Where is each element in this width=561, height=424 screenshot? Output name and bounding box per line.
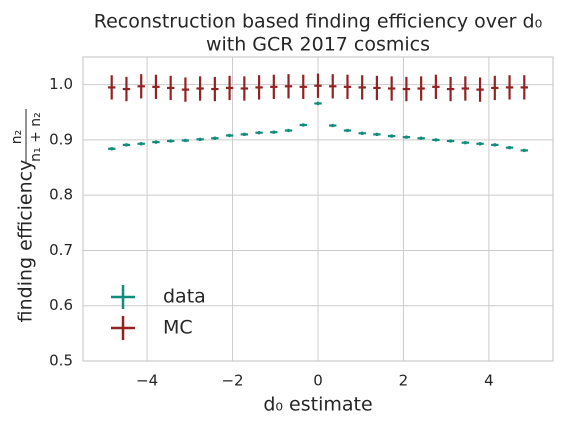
x-tick-label: −4 bbox=[136, 372, 158, 390]
x-tick-label: 0 bbox=[313, 372, 323, 390]
x-tick-label: −2 bbox=[221, 372, 243, 390]
y-label-numerator: n₂ bbox=[9, 130, 25, 145]
y-tick-label: 1.0 bbox=[49, 75, 73, 93]
x-tick-label: 2 bbox=[399, 372, 409, 390]
plot-frame bbox=[82, 56, 554, 362]
x-axis-label: d₀ estimate bbox=[263, 394, 372, 416]
chart-title: Reconstruction based finding efficiency … bbox=[94, 11, 542, 33]
y-label-denominator: n₁ + n₂ bbox=[28, 112, 44, 162]
y-tick-label: 0.5 bbox=[49, 352, 73, 370]
legend-label: data bbox=[163, 286, 206, 308]
chart-title: with GCR 2017 cosmics bbox=[206, 34, 430, 56]
y-tick-label: 0.8 bbox=[49, 186, 73, 204]
y-tick-label: 0.7 bbox=[49, 241, 73, 259]
legend-label: MC bbox=[163, 317, 193, 339]
x-tick-label: 4 bbox=[484, 372, 494, 390]
y-tick-label: 0.6 bbox=[49, 296, 73, 314]
y-axis-label-group: finding efficiency n₂ n₁ + n₂ bbox=[9, 109, 44, 322]
y-tick-label: 0.9 bbox=[49, 130, 73, 148]
y-axis-label: finding efficiency bbox=[15, 160, 37, 323]
